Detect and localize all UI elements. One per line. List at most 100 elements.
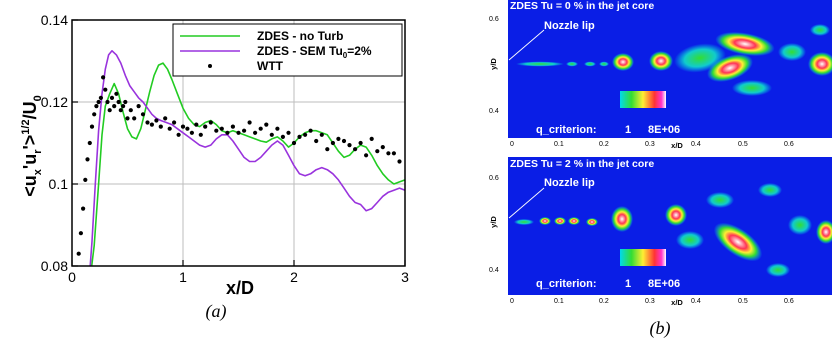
data-point-wtt [125,116,130,121]
data-point-wtt [264,122,269,127]
data-point-wtt [291,140,297,146]
axis-strip [508,138,832,152]
data-point-wtt [275,126,280,131]
colorscale-max: 8E+06 [648,124,680,136]
data-point-wtt [123,99,128,105]
vortex-blob [788,215,812,235]
data-point-wtt [386,151,391,156]
data-point-wtt [358,140,363,146]
data-point-wtt [203,124,208,129]
data-point-wtt [258,126,263,131]
data-point-wtt [314,138,319,144]
data-point-wtt [132,116,137,121]
vortex-blob [568,217,580,225]
x-tick-label: 2 [290,269,298,285]
x-tick-label: 0.5 [738,141,748,148]
data-point-wtt [149,122,154,127]
x-tick-labels: 0 0.1 0.2 0.3 0.4 0.5 0.6 [510,141,794,148]
x-tick-label: 0.3 [645,298,655,305]
vortex-blob [816,220,832,244]
data-point-wtt [158,124,163,129]
colorscale-min: 1 [625,278,631,290]
data-point-wtt [208,120,213,125]
data-point-wtt [136,104,141,109]
vortex-structures [516,24,832,96]
data-point-wtt [297,134,302,139]
data-point-wtt [89,124,95,129]
y-tick-label: 0.4 [489,267,499,274]
panel-title: ZDES Tu = 0 % in the jet core [510,0,654,12]
colorscale-bar [620,91,666,108]
caption-a: (a) [206,301,227,322]
x-tick-label: 0.3 [645,141,655,148]
data-point-wtt [87,140,92,146]
x-tick-label: 0.1 [554,141,564,148]
data-point-wtt [140,112,146,117]
x-tick-label: 0.6 [784,141,794,148]
vortex-blob [766,263,790,277]
data-point-wtt [101,75,106,80]
data-point-wtt [230,124,235,129]
data-point-wtt [94,104,99,109]
x-tick-label: 0.4 [691,298,701,305]
vortex-blob [778,43,806,61]
x-tick-label: 0 [510,298,514,305]
y-tick-label: 0.14 [41,12,68,28]
caption-b: (b) [650,318,671,338]
colorscale-min: 1 [625,124,631,136]
x-tick-label: 0.4 [691,141,701,148]
vortex-structures [514,183,832,277]
field-background [508,0,832,138]
x-tick-labels: 0 0.1 0.2 0.3 0.4 0.5 0.6 [510,298,794,305]
y-tick-label: 0.6 [489,175,499,182]
data-point-wtt [154,118,159,123]
axis-strip [508,295,832,309]
x-tick-label: 1 [179,269,187,285]
data-point-wtt [236,130,241,135]
vortex-blob [516,61,564,67]
plot-frame [71,19,406,267]
data-point-wtt [105,99,110,105]
data-point-wtt [172,120,177,125]
y-label-sub: r [32,149,44,154]
data-point-wtt [118,108,123,113]
data-point-wtt [176,132,181,137]
y-tick-label: 0.08 [41,258,68,274]
data-point-wtt [242,128,247,133]
vortex-blob [584,61,596,67]
nozzle-lip-pointer [508,187,545,219]
vortex-blob [706,192,734,208]
contour-maps: ZDES Tu = 0 % in the jet core Nozzle lip… [489,0,832,338]
nozzle-lip-pointer [508,29,545,61]
data-point-wtt [364,153,369,158]
data-point-wtt [81,206,86,211]
data-point-wtt [185,126,190,131]
data-point-wtt [347,143,352,148]
y-label-part: '> [20,135,40,150]
x-tick-label: 0.6 [784,298,794,305]
x-tick-label: 0 [510,141,514,148]
vortex-blob [665,204,687,226]
data-point-wtt [353,147,358,152]
data-point-wtt [194,122,199,127]
data-point-wtt [247,120,252,125]
x-axis-label: x/D [671,141,683,150]
x-axis-label: x/D [671,298,683,307]
y-label-sub: 0 [32,95,44,101]
contour-panel-bottom: ZDES Tu = 2 % in the jet core Nozzle lip… [489,157,832,309]
data-point-wtt [109,95,115,100]
data-point-wtt [114,91,119,96]
data-point-wtt [214,128,219,133]
data-point-wtt [180,124,186,129]
panel-title: ZDES Tu = 2 % in the jet core [510,158,654,170]
data-point-wtt [128,108,133,113]
x-tick-label: 0 [68,269,76,285]
data-point-wtt [369,136,374,141]
y-tick-label: 0.4 [489,108,499,115]
data-point-wtt [330,140,335,146]
plot-series [76,50,405,266]
data-point-wtt [269,132,274,137]
x-axis-label: x/D [226,278,254,298]
vortex-blob [649,51,673,71]
